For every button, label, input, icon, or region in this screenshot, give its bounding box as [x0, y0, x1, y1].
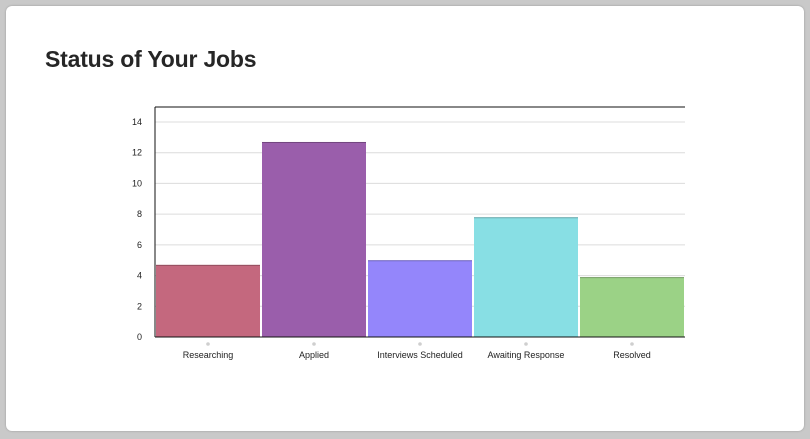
page-title: Status of Your Jobs	[45, 46, 257, 72]
bar	[368, 260, 472, 337]
x-tick-dot	[206, 342, 210, 346]
x-tick-label: Interviews Scheduled	[377, 350, 463, 360]
x-tick-dot	[630, 342, 634, 346]
x-tick-label: Awaiting Response	[488, 350, 565, 360]
bar	[580, 277, 684, 337]
bar	[474, 217, 578, 337]
y-tick-label: 4	[137, 271, 142, 281]
y-tick-label: 2	[137, 301, 142, 311]
tick-labels: 0 2 4 6 8 10 12 14 Researching Applied Interviews …	[132, 117, 651, 360]
y-tick-label: 14	[132, 117, 142, 127]
axes	[154, 106, 685, 338]
y-tick-label: 0	[137, 332, 142, 342]
bar	[156, 264, 260, 337]
x-tick-label: Applied	[299, 350, 329, 360]
y-tick-label: 6	[137, 240, 142, 250]
y-tick-label: 12	[132, 148, 142, 158]
y-tick-label: 8	[137, 209, 142, 219]
chart-card: Status of Your Jobs	[6, 6, 804, 431]
x-tick-label: Resolved	[613, 350, 651, 360]
bars	[156, 141, 684, 337]
x-tick-dot	[418, 342, 422, 346]
x-tick-dot	[312, 342, 316, 346]
bar	[262, 141, 366, 337]
y-tick-label: 10	[132, 178, 142, 188]
x-tick-label: Researching	[183, 350, 234, 360]
x-tick-dot	[524, 342, 528, 346]
